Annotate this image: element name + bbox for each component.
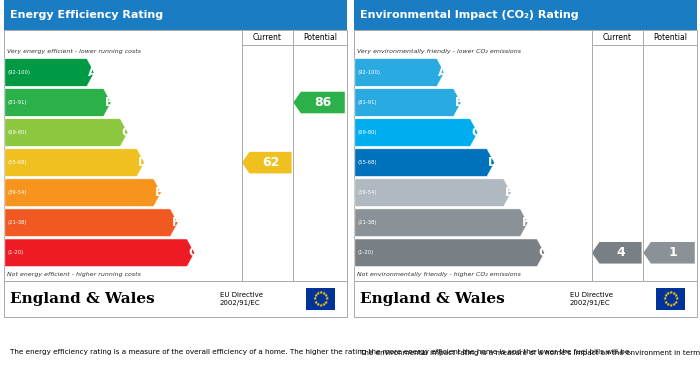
Text: Not energy efficient - higher running costs: Not energy efficient - higher running co… (7, 273, 141, 277)
Text: The energy efficiency rating is a measure of the overall efficiency of a home. T: The energy efficiency rating is a measur… (10, 350, 632, 355)
Polygon shape (5, 119, 128, 146)
Text: ★: ★ (673, 300, 678, 305)
Text: ★: ★ (323, 300, 328, 305)
Text: ★: ★ (313, 296, 317, 301)
Polygon shape (5, 179, 161, 206)
Text: The environmental impact rating is a measure of a home's impact on the environme: The environmental impact rating is a mea… (360, 349, 700, 356)
Text: Current: Current (603, 33, 632, 42)
Polygon shape (5, 149, 144, 176)
Text: C: C (122, 126, 130, 139)
Text: Very environmentally friendly - lower CO₂ emissions: Very environmentally friendly - lower CO… (357, 49, 521, 54)
Polygon shape (355, 89, 461, 117)
Text: ★: ★ (316, 302, 320, 307)
Text: E: E (155, 186, 163, 199)
Polygon shape (242, 152, 292, 174)
Text: (69-80): (69-80) (8, 130, 27, 135)
FancyBboxPatch shape (354, 281, 696, 317)
FancyBboxPatch shape (354, 0, 696, 30)
Text: Very energy efficient - lower running costs: Very energy efficient - lower running co… (7, 49, 141, 54)
Text: C: C (472, 126, 480, 139)
Polygon shape (643, 242, 695, 264)
Text: D: D (489, 156, 498, 169)
FancyBboxPatch shape (354, 30, 696, 281)
Text: (69-80): (69-80) (358, 130, 377, 135)
Text: ★: ★ (664, 300, 668, 305)
Text: 4: 4 (617, 246, 625, 259)
Text: EU Directive
2002/91/EC: EU Directive 2002/91/EC (570, 292, 612, 306)
Text: ★: ★ (666, 302, 670, 307)
Text: F: F (172, 216, 180, 229)
Polygon shape (592, 242, 642, 264)
Text: ★: ★ (321, 302, 326, 307)
Text: ★: ★ (316, 291, 320, 296)
Text: Current: Current (253, 33, 282, 42)
Text: ★: ★ (314, 300, 318, 305)
Polygon shape (355, 149, 494, 176)
Polygon shape (5, 89, 111, 117)
Text: Energy Efficiency Rating: Energy Efficiency Rating (10, 10, 164, 20)
Polygon shape (355, 239, 545, 267)
Text: ★: ★ (668, 303, 673, 308)
Bar (657, 288, 685, 310)
Text: (1-20): (1-20) (358, 250, 374, 255)
Text: England & Wales: England & Wales (10, 292, 155, 306)
Text: (55-68): (55-68) (8, 160, 27, 165)
Text: B: B (105, 96, 114, 109)
Polygon shape (5, 239, 195, 267)
Text: (92-100): (92-100) (8, 70, 31, 75)
Text: (81-91): (81-91) (358, 100, 377, 105)
Text: ★: ★ (671, 291, 676, 296)
Text: (92-100): (92-100) (358, 70, 381, 75)
Text: A: A (88, 66, 97, 79)
FancyBboxPatch shape (4, 0, 346, 30)
Text: Not environmentally friendly - higher CO₂ emissions: Not environmentally friendly - higher CO… (357, 273, 521, 277)
Text: (21-38): (21-38) (8, 220, 27, 225)
Text: ★: ★ (318, 303, 323, 308)
Text: B: B (455, 96, 464, 109)
Text: ★: ★ (323, 293, 328, 298)
Text: (39-54): (39-54) (8, 190, 27, 195)
Text: (55-68): (55-68) (358, 160, 377, 165)
Text: (1-20): (1-20) (8, 250, 24, 255)
Text: Potential: Potential (653, 33, 687, 42)
Text: ★: ★ (324, 296, 329, 301)
Text: EU Directive
2002/91/EC: EU Directive 2002/91/EC (220, 292, 262, 306)
Text: ★: ★ (666, 291, 670, 296)
Text: ★: ★ (321, 291, 326, 296)
Text: ★: ★ (663, 296, 667, 301)
Polygon shape (355, 59, 444, 86)
Text: ★: ★ (673, 293, 678, 298)
Bar (307, 288, 335, 310)
Polygon shape (355, 179, 511, 206)
Text: D: D (139, 156, 148, 169)
Text: E: E (505, 186, 513, 199)
Text: 86: 86 (315, 96, 332, 109)
Text: 1: 1 (669, 246, 678, 259)
Polygon shape (293, 92, 345, 113)
Text: ★: ★ (674, 296, 679, 301)
Text: ★: ★ (314, 293, 318, 298)
Text: 62: 62 (262, 156, 280, 169)
Polygon shape (355, 119, 478, 146)
Text: ★: ★ (671, 302, 676, 307)
Text: G: G (188, 246, 198, 259)
Polygon shape (355, 209, 528, 237)
Text: ★: ★ (664, 293, 668, 298)
Polygon shape (5, 59, 95, 86)
Text: (81-91): (81-91) (8, 100, 27, 105)
Polygon shape (5, 209, 178, 237)
Text: F: F (522, 216, 530, 229)
Text: Environmental Impact (CO₂) Rating: Environmental Impact (CO₂) Rating (360, 10, 579, 20)
Text: Potential: Potential (303, 33, 337, 42)
Text: ★: ★ (668, 290, 673, 295)
FancyBboxPatch shape (4, 30, 346, 281)
FancyBboxPatch shape (4, 281, 346, 317)
Text: (39-54): (39-54) (358, 190, 377, 195)
Text: A: A (438, 66, 447, 79)
Text: G: G (538, 246, 548, 259)
Text: (21-38): (21-38) (358, 220, 377, 225)
Text: ★: ★ (318, 290, 323, 295)
Text: England & Wales: England & Wales (360, 292, 505, 306)
